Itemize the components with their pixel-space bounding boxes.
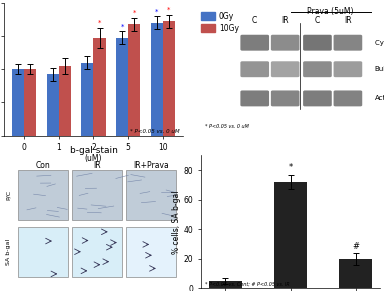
Text: Prava (5uM): Prava (5uM) (307, 7, 353, 16)
FancyBboxPatch shape (72, 227, 122, 278)
FancyBboxPatch shape (303, 35, 332, 51)
Bar (163, 21, 175, 235)
X-axis label: (uM): (uM) (85, 154, 102, 163)
Text: *: * (132, 10, 136, 16)
Text: #: # (352, 242, 359, 251)
FancyBboxPatch shape (18, 170, 68, 221)
Text: *: * (288, 164, 293, 172)
FancyBboxPatch shape (271, 91, 300, 107)
Bar (201, 12, 215, 20)
Bar (274, 182, 307, 288)
Text: IR: IR (93, 161, 101, 170)
Text: *: * (98, 20, 101, 26)
Text: IR: IR (281, 16, 289, 25)
Text: BubR1: BubR1 (375, 66, 384, 72)
FancyBboxPatch shape (240, 91, 269, 107)
Y-axis label: % cells, SA b-gal: % cells, SA b-gal (172, 190, 181, 253)
FancyBboxPatch shape (240, 35, 269, 51)
Text: Con: Con (36, 161, 51, 170)
FancyBboxPatch shape (18, 227, 68, 278)
Bar (46, 74, 59, 235)
Bar (128, 24, 140, 235)
FancyBboxPatch shape (303, 61, 332, 77)
Text: C: C (252, 16, 257, 25)
Text: * P<0.05 vs. 0 uM: * P<0.05 vs. 0 uM (205, 124, 248, 129)
Text: *: * (167, 7, 170, 13)
FancyBboxPatch shape (240, 61, 269, 77)
Text: SA b-gal: SA b-gal (6, 239, 11, 265)
FancyBboxPatch shape (334, 35, 362, 51)
Bar (209, 281, 242, 288)
Text: * P<0.05 vs. 0 uM: * P<0.05 vs. 0 uM (130, 129, 179, 134)
FancyBboxPatch shape (334, 91, 362, 107)
Bar (339, 259, 372, 288)
FancyBboxPatch shape (126, 170, 176, 221)
Text: Cyclin B1: Cyclin B1 (375, 40, 384, 46)
Text: P/C: P/C (6, 190, 11, 200)
Text: 0Gy: 0Gy (219, 12, 234, 21)
FancyBboxPatch shape (271, 61, 300, 77)
Bar (59, 66, 71, 235)
Text: IR: IR (344, 16, 352, 25)
Bar (151, 23, 163, 235)
Text: C: C (315, 16, 320, 25)
Bar (81, 63, 93, 235)
FancyBboxPatch shape (334, 61, 362, 77)
Title: b-gal stain: b-gal stain (70, 146, 118, 155)
Text: *: * (120, 24, 124, 29)
Text: Actin: Actin (375, 95, 384, 101)
FancyBboxPatch shape (303, 91, 332, 107)
FancyBboxPatch shape (126, 227, 176, 278)
Text: * P<0.05 vs. Cont; # P<0.05 vs. IR: * P<0.05 vs. Cont; # P<0.05 vs. IR (205, 282, 289, 287)
Text: 10Gy: 10Gy (219, 24, 239, 33)
Bar (12, 69, 24, 235)
FancyBboxPatch shape (72, 170, 122, 221)
Bar (24, 69, 36, 235)
Bar (93, 38, 106, 235)
Text: IR+Prava: IR+Prava (133, 161, 169, 170)
Bar (201, 24, 215, 32)
Text: *: * (155, 8, 158, 15)
FancyBboxPatch shape (271, 35, 300, 51)
Title: Proliferation: Proliferation (64, 0, 123, 1)
Bar (116, 38, 128, 235)
